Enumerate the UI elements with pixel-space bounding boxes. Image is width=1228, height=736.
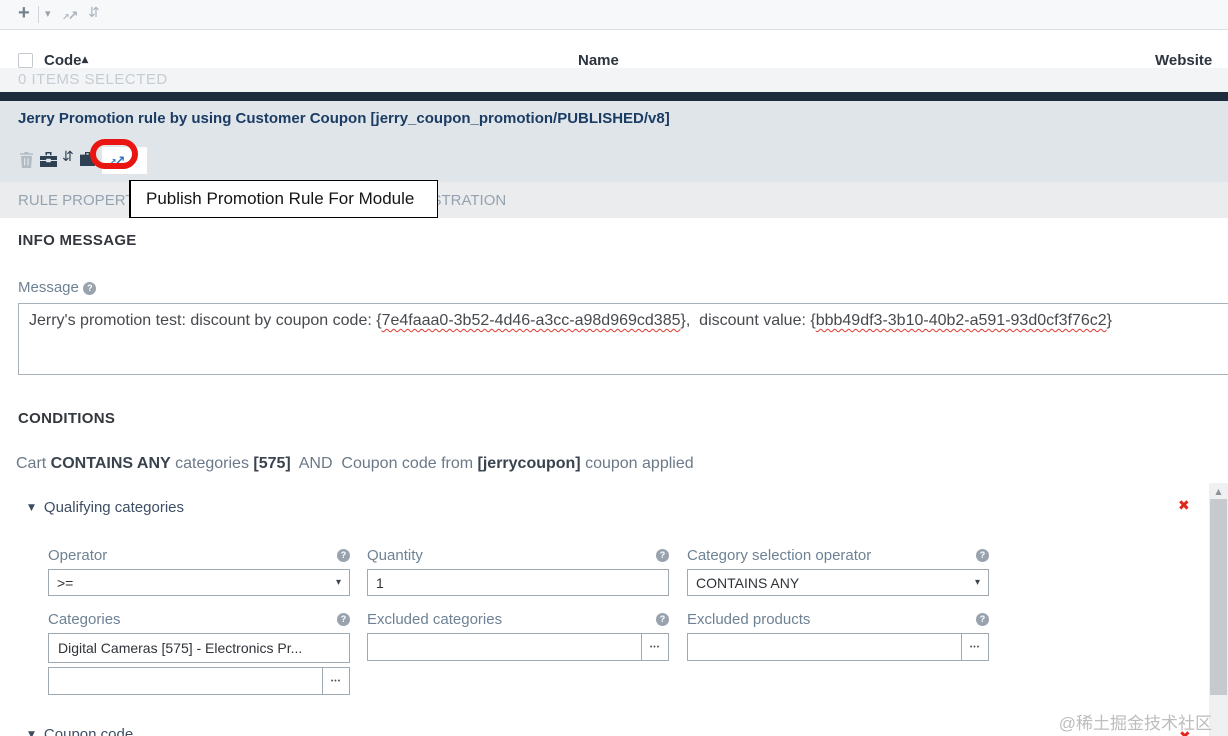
column-header-code[interactable]: Code▲ xyxy=(44,52,89,69)
add-item-caret-icon[interactable]: ▾ xyxy=(45,7,51,20)
quantity-input[interactable] xyxy=(367,569,669,596)
add-item-button[interactable]: + xyxy=(18,2,30,24)
publish-tooltip: Publish Promotion Rule For Module xyxy=(129,180,438,218)
excluded-categories-input[interactable] xyxy=(367,633,641,661)
operator-label: Operator xyxy=(48,547,108,564)
qualifying-categories-header[interactable]: ▼ Qualifying categories xyxy=(28,499,184,516)
excluded-categories-label: Excluded categories xyxy=(367,611,503,628)
coupon-code-header[interactable]: ▼ Coupon code xyxy=(28,726,133,736)
condition-summary: Cart CONTAINS ANY categories [575] AND C… xyxy=(16,455,694,472)
watermark: @稀土掘金技术社区 xyxy=(1058,714,1212,733)
categories-search-row: ••• xyxy=(48,667,350,695)
excluded-categories-field-group: Excluded categories ? ••• xyxy=(367,610,669,661)
quantity-label: Quantity xyxy=(367,547,423,564)
scroll-up-icon[interactable]: ▲ xyxy=(1215,487,1222,496)
operator-select[interactable]: >= ▾ xyxy=(48,569,350,596)
excluded-products-label: Excluded products xyxy=(687,611,811,628)
categories-label: Categories xyxy=(48,611,121,628)
list-toolbar: + ▾ ↗↗ ⇵ xyxy=(0,0,1228,30)
category-selection-operator-field-group: Category selection operator ? CONTAINS A… xyxy=(687,546,989,596)
message-label-row: Message ? xyxy=(18,279,97,297)
promotion-rule-title: Jerry Promotion rule by using Customer C… xyxy=(18,110,670,127)
message-text: } xyxy=(1106,312,1112,329)
message-label: Message xyxy=(18,279,79,296)
help-icon[interactable]: ? xyxy=(656,549,669,562)
select-caret-icon: ▾ xyxy=(974,577,980,588)
sync-list-icon[interactable]: ⇵ xyxy=(88,5,100,21)
help-icon[interactable]: ? xyxy=(656,613,669,626)
categories-browse-button[interactable]: ••• xyxy=(322,667,350,695)
publish-promotion-rule-button[interactable]: ↗↗ xyxy=(102,147,147,174)
editor-header: Jerry Promotion rule by using Customer C… xyxy=(0,101,1228,182)
message-text: Jerry's promotion test: discount by coup… xyxy=(29,312,382,329)
sort-ascending-icon: ▲ xyxy=(81,55,89,65)
toolbar-divider xyxy=(38,6,39,23)
delete-icon[interactable] xyxy=(20,152,33,173)
help-icon[interactable]: ? xyxy=(976,613,989,626)
discount-value-uuid: bbb49df3-3b10-40b2-a591-93d0cf3f76c2 xyxy=(815,312,1107,329)
coupon-code-title: Coupon code xyxy=(43,726,134,736)
excluded-categories-browse-button[interactable]: ••• xyxy=(641,633,669,661)
help-icon[interactable]: ? xyxy=(337,549,350,562)
vertical-scrollbar[interactable]: ▲ xyxy=(1209,483,1228,736)
briefcase-icon[interactable] xyxy=(80,152,95,171)
remove-condition-icon[interactable]: ✖ xyxy=(1179,729,1191,736)
splitter-bar[interactable] xyxy=(0,92,1228,101)
items-selected-count: 0 ITEMS SELECTED xyxy=(18,71,168,88)
categories-search-input[interactable] xyxy=(48,667,322,695)
selection-status-bar: 0 ITEMS SELECTED xyxy=(0,68,1228,92)
qualifying-categories-title: Qualifying categories xyxy=(43,499,184,516)
help-icon[interactable]: ? xyxy=(976,549,989,562)
message-textarea[interactable]: Jerry's promotion test: discount by coup… xyxy=(18,303,1228,375)
column-header-name[interactable]: Name xyxy=(578,52,619,69)
select-caret-icon: ▾ xyxy=(335,577,341,588)
quantity-field-group: Quantity ? xyxy=(367,546,669,596)
publish-list-icon[interactable]: ↗↗ xyxy=(62,9,78,24)
compare-arrows-icon[interactable]: ⇵ xyxy=(62,149,74,165)
collapse-triangle-icon: ▼ xyxy=(28,503,35,513)
coupon-code-uuid: 7e4faaa0-3b52-4d46-a3cc-a98d969cd385 xyxy=(381,312,681,329)
tab-rule-properties[interactable]: RULE PROPERTIES xyxy=(18,192,159,209)
publish-arrows-icon: ↗↗ xyxy=(109,154,125,169)
publish-tooltip-text: Publish Promotion Rule For Module xyxy=(146,189,415,208)
info-message-heading: INFO MESSAGE xyxy=(18,232,137,249)
conditions-heading: CONDITIONS xyxy=(18,410,116,427)
help-icon[interactable]: ? xyxy=(337,613,350,626)
toolbox-icon[interactable] xyxy=(40,152,57,172)
operator-field-group: Operator ? >= ▾ xyxy=(48,546,350,596)
column-header-website[interactable]: Website xyxy=(1155,52,1213,69)
categories-selected-value[interactable]: Digital Cameras [575] - Electronics Pr..… xyxy=(48,633,350,663)
excluded-products-browse-button[interactable]: ••• xyxy=(961,633,989,661)
remove-condition-icon[interactable]: ✖ xyxy=(1178,498,1190,514)
category-selection-operator-select[interactable]: CONTAINS ANY ▾ xyxy=(687,569,989,596)
excluded-products-field-group: Excluded products ? ••• xyxy=(687,610,989,661)
help-icon[interactable]: ? xyxy=(83,282,97,295)
message-text: }, discount value: { xyxy=(680,312,816,329)
collapse-triangle-icon: ▼ xyxy=(28,730,35,736)
select-all-checkbox[interactable] xyxy=(18,53,33,68)
scrollbar-thumb[interactable] xyxy=(1210,499,1227,695)
categories-field-group: Categories ? Digital Cameras [575] - Ele… xyxy=(48,610,350,663)
excluded-products-input[interactable] xyxy=(687,633,961,661)
category-selection-operator-label: Category selection operator xyxy=(687,547,872,564)
